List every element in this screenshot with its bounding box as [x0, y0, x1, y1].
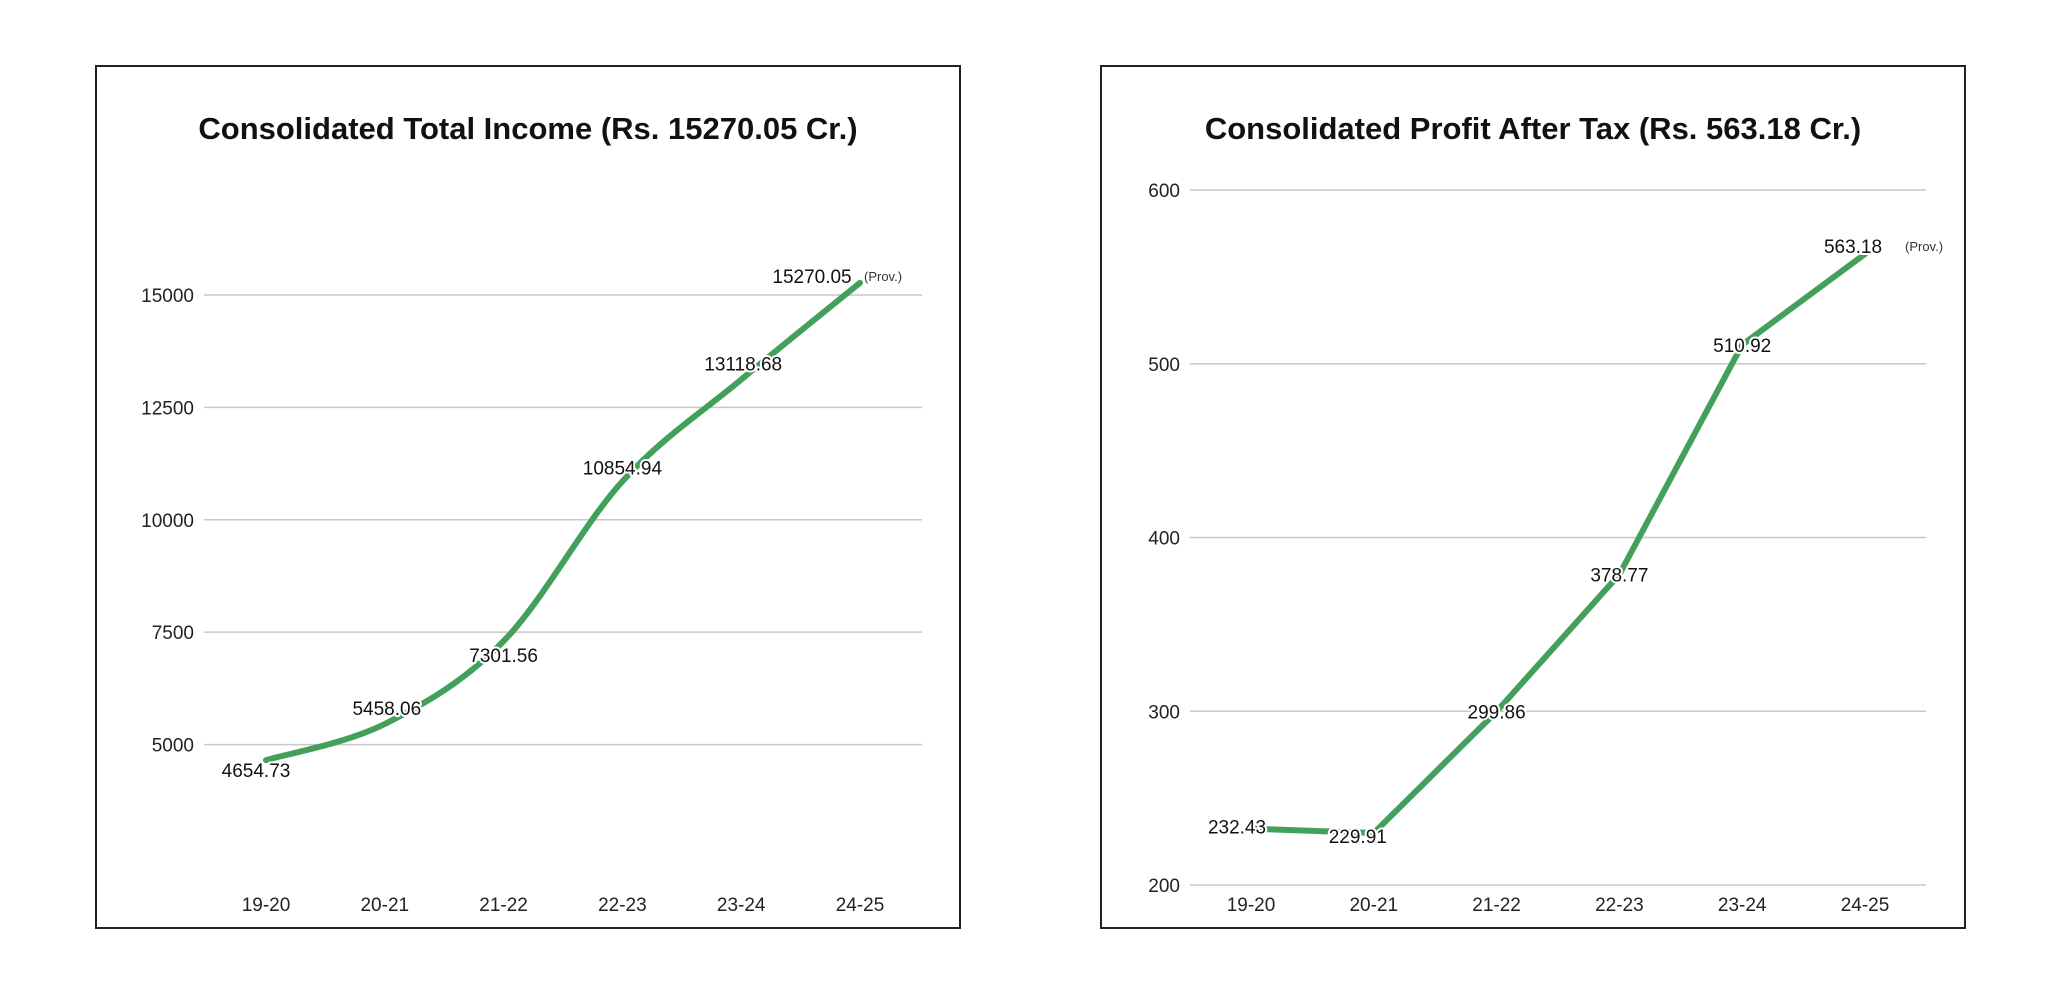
- income-series-line: [263, 279, 863, 764]
- income-x-tick-20-21: 20-21: [360, 895, 409, 916]
- pat-data-label-21-22: 299.86: [1468, 702, 1526, 723]
- profit-after-tax-plot: 200 300 400 500 600 19-20 20-21 21-22 22-23 23-24…: [1148, 181, 1943, 916]
- pat-data-label-23-24: 510.92: [1713, 336, 1771, 357]
- total-income-chart: Consolidated Total Income (Rs. 15270.05 …: [95, 65, 961, 929]
- pat-data-label-20-21: 229.91: [1329, 827, 1387, 848]
- income-y-tick-7500: 7500: [152, 623, 194, 644]
- income-y-tick-10000: 10000: [141, 511, 194, 532]
- pat-y-tick-200: 200: [1148, 876, 1180, 897]
- income-data-label-23-24: 13118.68: [704, 355, 782, 376]
- income-x-tick-24-25: 24-25: [836, 895, 885, 916]
- pat-x-tick-23-24: 23-24: [1718, 895, 1767, 916]
- pat-x-tick-20-21: 20-21: [1349, 895, 1398, 916]
- pat-provisional-note: (Prov.): [1905, 239, 1943, 254]
- income-x-tick-21-22: 21-22: [479, 895, 528, 916]
- total-income-plot: 5000 7500 10000 12500 15000 19-20 20-21 21-22 22…: [141, 265, 922, 916]
- pat-x-tick-21-22: 21-22: [1472, 895, 1521, 916]
- pat-y-tick-600: 600: [1148, 181, 1180, 202]
- pat-data-label-19-20: 232.43: [1208, 818, 1266, 839]
- pat-x-tick-24-25: 24-25: [1841, 895, 1890, 916]
- income-data-label-21-22: 7301.56: [469, 646, 538, 667]
- income-provisional-note: (Prov.): [864, 269, 902, 284]
- income-y-tick-12500: 12500: [141, 398, 194, 419]
- pat-y-tick-400: 400: [1148, 529, 1180, 550]
- income-data-label-20-21: 5458.06: [352, 699, 421, 720]
- income-y-tick-15000: 15000: [141, 286, 194, 307]
- pat-x-tick-19-20: 19-20: [1227, 895, 1276, 916]
- pat-data-label-22-23: 378.77: [1590, 565, 1648, 586]
- pat-y-tick-300: 300: [1148, 702, 1180, 723]
- pat-data-label-24-25: 563.18: [1824, 237, 1882, 258]
- pat-series-line: [1248, 250, 1868, 837]
- profit-after-tax-chart: Consolidated Profit After Tax (Rs. 563.1…: [1100, 65, 1966, 929]
- income-x-tick-23-24: 23-24: [717, 895, 766, 916]
- pat-x-tick-22-23: 22-23: [1595, 895, 1644, 916]
- income-data-label-24-25: 15270.05: [772, 267, 851, 288]
- income-data-label-22-23: 10854.94: [583, 458, 663, 479]
- chart-title-profit-after-tax: Consolidated Profit After Tax (Rs. 563.1…: [1204, 111, 1862, 146]
- pat-y-tick-500: 500: [1148, 355, 1180, 376]
- income-y-tick-5000: 5000: [152, 736, 194, 757]
- income-x-tick-22-23: 22-23: [598, 895, 647, 916]
- income-x-tick-19-20: 19-20: [242, 895, 291, 916]
- chart-title-total-income: Consolidated Total Income (Rs. 15270.05 …: [198, 111, 858, 146]
- income-data-label-19-20: 4654.73: [222, 761, 291, 782]
